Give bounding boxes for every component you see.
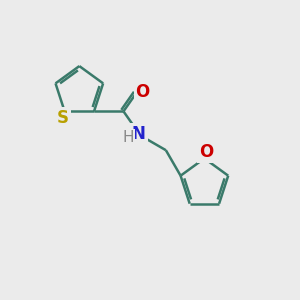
Text: O: O (136, 83, 150, 101)
Text: H: H (122, 130, 134, 145)
Text: S: S (57, 109, 69, 127)
Text: O: O (199, 143, 213, 161)
Text: N: N (132, 125, 146, 143)
